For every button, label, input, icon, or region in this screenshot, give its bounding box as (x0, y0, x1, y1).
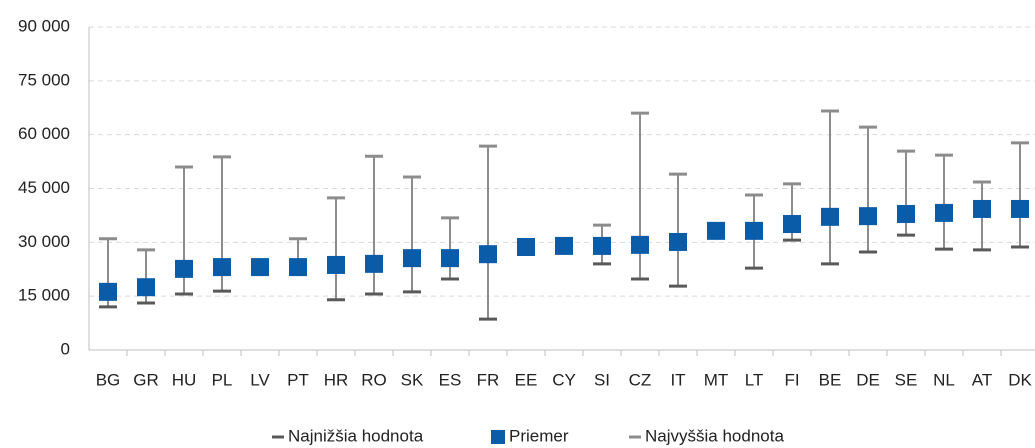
mean-marker (859, 207, 877, 226)
y-tick-label: 90 000 (18, 16, 70, 35)
x-tick-label: CY (552, 370, 576, 389)
y-tick-label: 0 (61, 339, 70, 358)
mean-marker (517, 237, 535, 256)
mean-marker (99, 282, 117, 301)
mean-marker (935, 203, 953, 222)
y-tick-label: 30 000 (18, 232, 70, 251)
x-tick-label: IT (670, 370, 685, 389)
y-tick-label: 15 000 (18, 286, 70, 305)
mean-marker (289, 258, 307, 277)
mean-marker (555, 236, 573, 255)
mean-marker (213, 258, 231, 277)
x-tick-label: SI (594, 370, 610, 389)
x-tick-label: LT (745, 370, 764, 389)
x-tick-label: HR (324, 370, 349, 389)
x-tick-label: DK (1008, 370, 1032, 389)
mean-marker (251, 258, 269, 277)
x-tick-label: EE (515, 370, 538, 389)
legend-swatch (491, 430, 505, 444)
x-tick-label: FR (477, 370, 500, 389)
mean-marker (897, 204, 915, 223)
y-tick-label: 75 000 (18, 70, 70, 89)
legend-label: Najvyššia hodnota (645, 426, 784, 445)
x-tick-label: PT (287, 370, 309, 389)
x-tick-label: SE (895, 370, 918, 389)
mean-marker (669, 232, 687, 251)
legend-label: Priemer (509, 426, 569, 445)
mean-marker (175, 259, 193, 278)
x-tick-label: BE (819, 370, 842, 389)
x-tick-label: NL (933, 370, 955, 389)
mean-marker (783, 215, 801, 234)
mean-marker (631, 235, 649, 254)
mean-marker (441, 249, 459, 268)
mean-marker (821, 207, 839, 226)
y-tick-label: 45 000 (18, 178, 70, 197)
mean-marker (707, 221, 725, 240)
x-tick-label: SK (401, 370, 424, 389)
x-tick-label: CZ (629, 370, 652, 389)
x-tick-label: ES (439, 370, 462, 389)
y-tick-label: 60 000 (18, 124, 70, 143)
x-tick-label: FI (784, 370, 799, 389)
x-tick-label: GR (133, 370, 159, 389)
legend-label: Najnižšia hodnota (288, 426, 424, 445)
x-tick-label: LV (250, 370, 270, 389)
x-tick-label: AT (972, 370, 992, 389)
x-tick-label: PL (212, 370, 233, 389)
x-tick-label: MT (704, 370, 729, 389)
mean-marker (973, 199, 991, 218)
mean-marker (1011, 199, 1029, 218)
mean-marker (137, 278, 155, 297)
mean-marker (327, 255, 345, 274)
x-tick-label: BG (96, 370, 121, 389)
mean-marker (365, 254, 383, 273)
x-tick-label: RO (361, 370, 387, 389)
mean-marker (745, 221, 763, 240)
mean-marker (593, 236, 611, 255)
x-tick-label: DE (856, 370, 880, 389)
mean-marker (403, 249, 421, 268)
x-tick-label: HU (172, 370, 197, 389)
mean-marker (479, 245, 497, 264)
